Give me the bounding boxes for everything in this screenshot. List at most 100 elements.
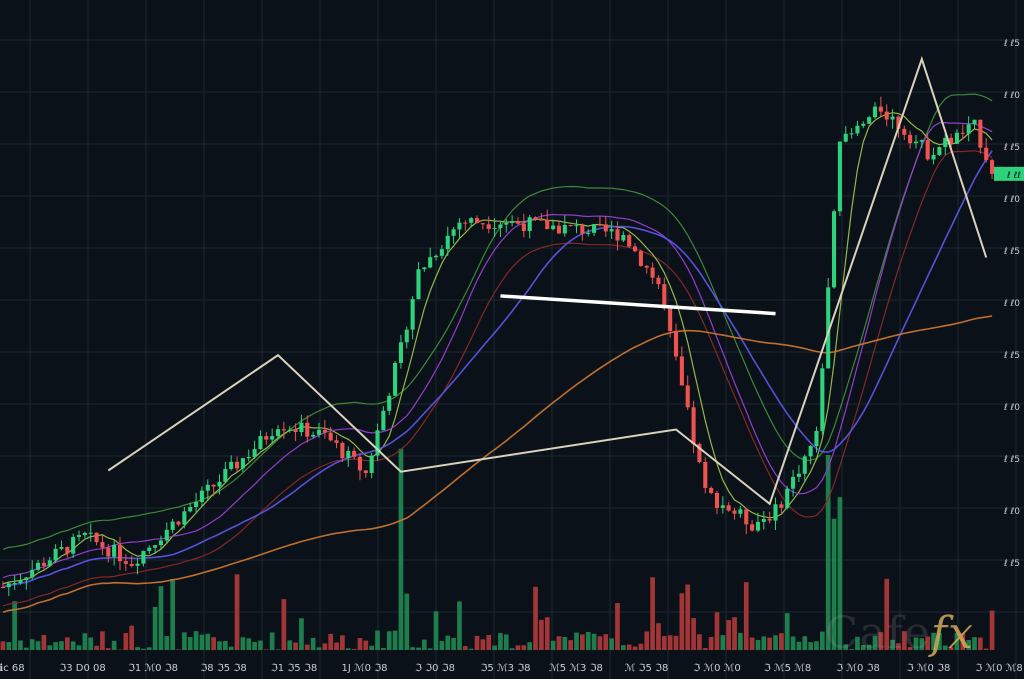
x-tick-label: 1J ℳ0 ℑ8 <box>341 663 387 674</box>
candle-body <box>270 436 275 440</box>
volume-bar <box>831 518 837 650</box>
volume-bar <box>222 640 228 650</box>
volume-bar <box>661 636 667 650</box>
volume-bar <box>105 648 111 650</box>
volume-bar <box>539 619 544 650</box>
volume-bar <box>860 644 866 650</box>
candle-body <box>223 468 228 482</box>
volume-bar <box>421 639 427 650</box>
candle-body <box>984 147 989 161</box>
candlesticks <box>0 96 995 597</box>
volume-bar <box>193 631 199 650</box>
volume-bar <box>129 625 135 650</box>
volume-bar <box>351 649 357 650</box>
candle-body <box>305 422 310 437</box>
candle-body <box>6 583 11 588</box>
candle-body <box>732 510 737 514</box>
candle-body <box>281 429 286 431</box>
candle-body <box>275 429 281 437</box>
candle-body <box>521 223 526 231</box>
candle-body <box>299 422 304 433</box>
y-tick-label: ℓ ℓ5 <box>1003 247 1020 257</box>
candle-body <box>445 235 450 250</box>
volume-bar <box>702 648 708 650</box>
candle-body <box>878 106 883 112</box>
candle-body <box>328 432 333 441</box>
candle-body <box>925 140 930 160</box>
candle-body <box>59 547 64 549</box>
volume-bar <box>462 646 468 650</box>
volume-bar <box>620 645 626 650</box>
candle-body <box>539 219 544 221</box>
x-tick-label: ℑ ℳ0 ℑ8 <box>907 663 951 674</box>
volume-bar <box>182 632 187 650</box>
y-tick-label: ℓ ℓ0 <box>1003 195 1020 205</box>
candle-body <box>422 267 427 270</box>
candle-body <box>592 224 597 233</box>
candle-body <box>627 235 632 247</box>
candle-body <box>943 137 948 148</box>
volume-bar <box>468 648 474 650</box>
volume-bar <box>509 648 515 650</box>
y-tick-label: ℓ ℓ0 <box>1003 299 1020 309</box>
volume-bar <box>199 634 205 650</box>
candle-body <box>574 225 579 227</box>
candle-body <box>357 456 363 471</box>
volume-bar <box>246 638 252 650</box>
volume-bar <box>901 631 907 650</box>
candle-body <box>632 246 638 252</box>
volume-bar <box>252 641 257 650</box>
candle-body <box>785 488 790 508</box>
volume-bar <box>18 640 23 650</box>
candle-body <box>100 542 105 548</box>
candle-body <box>709 487 714 493</box>
candle-body <box>170 521 175 530</box>
volume-bar <box>615 603 620 650</box>
x-tick-label: ℑ5 ℳ3 ℑ8 <box>480 663 530 674</box>
candle-body <box>808 446 813 457</box>
candle-body <box>264 436 269 440</box>
volume-bar <box>808 642 813 650</box>
y-tick-label: ℓ ℓ0 <box>1003 91 1020 101</box>
candle-body <box>194 501 199 507</box>
candle-body <box>369 455 374 473</box>
volume-bar <box>907 647 913 650</box>
current-price-tag: ℓ ℓℓ <box>994 166 1024 181</box>
volume-bar <box>597 636 603 650</box>
volume-bar <box>398 448 404 650</box>
volume-bar <box>416 647 421 650</box>
candle-body <box>498 224 503 228</box>
volume-bar <box>392 630 398 650</box>
candle-body <box>884 111 889 120</box>
volume-bar <box>381 648 386 650</box>
volume-bar <box>299 618 304 650</box>
candle-body <box>433 255 439 258</box>
candle-body <box>960 132 965 134</box>
volume-bar <box>527 642 533 650</box>
volume-bar <box>322 643 328 650</box>
candle-body <box>609 229 614 232</box>
x-tick-label: ℳ5 ℳ3 ℑ8 <box>549 663 603 674</box>
volume-bar <box>281 599 287 650</box>
volume-bar <box>82 633 88 650</box>
volume-bar <box>53 642 58 650</box>
candle-body <box>638 251 643 266</box>
x-tick-label: ℑ3 D0 08 <box>59 663 105 674</box>
zigzag-indicator <box>107 55 988 506</box>
candle-body <box>896 116 901 129</box>
candle-body <box>668 308 673 331</box>
candle-body <box>615 229 620 241</box>
volume-bar <box>158 586 164 650</box>
volume-bar <box>433 611 439 650</box>
candle-body <box>71 536 76 554</box>
volume-bar <box>638 643 644 650</box>
volume-bar <box>111 640 117 650</box>
volume-bar <box>328 633 334 650</box>
series-line-ma_slow <box>2 150 993 588</box>
volume-bar <box>76 645 82 650</box>
volume-bar <box>761 636 767 650</box>
volume-bars <box>0 448 995 650</box>
candle-body <box>252 449 257 458</box>
